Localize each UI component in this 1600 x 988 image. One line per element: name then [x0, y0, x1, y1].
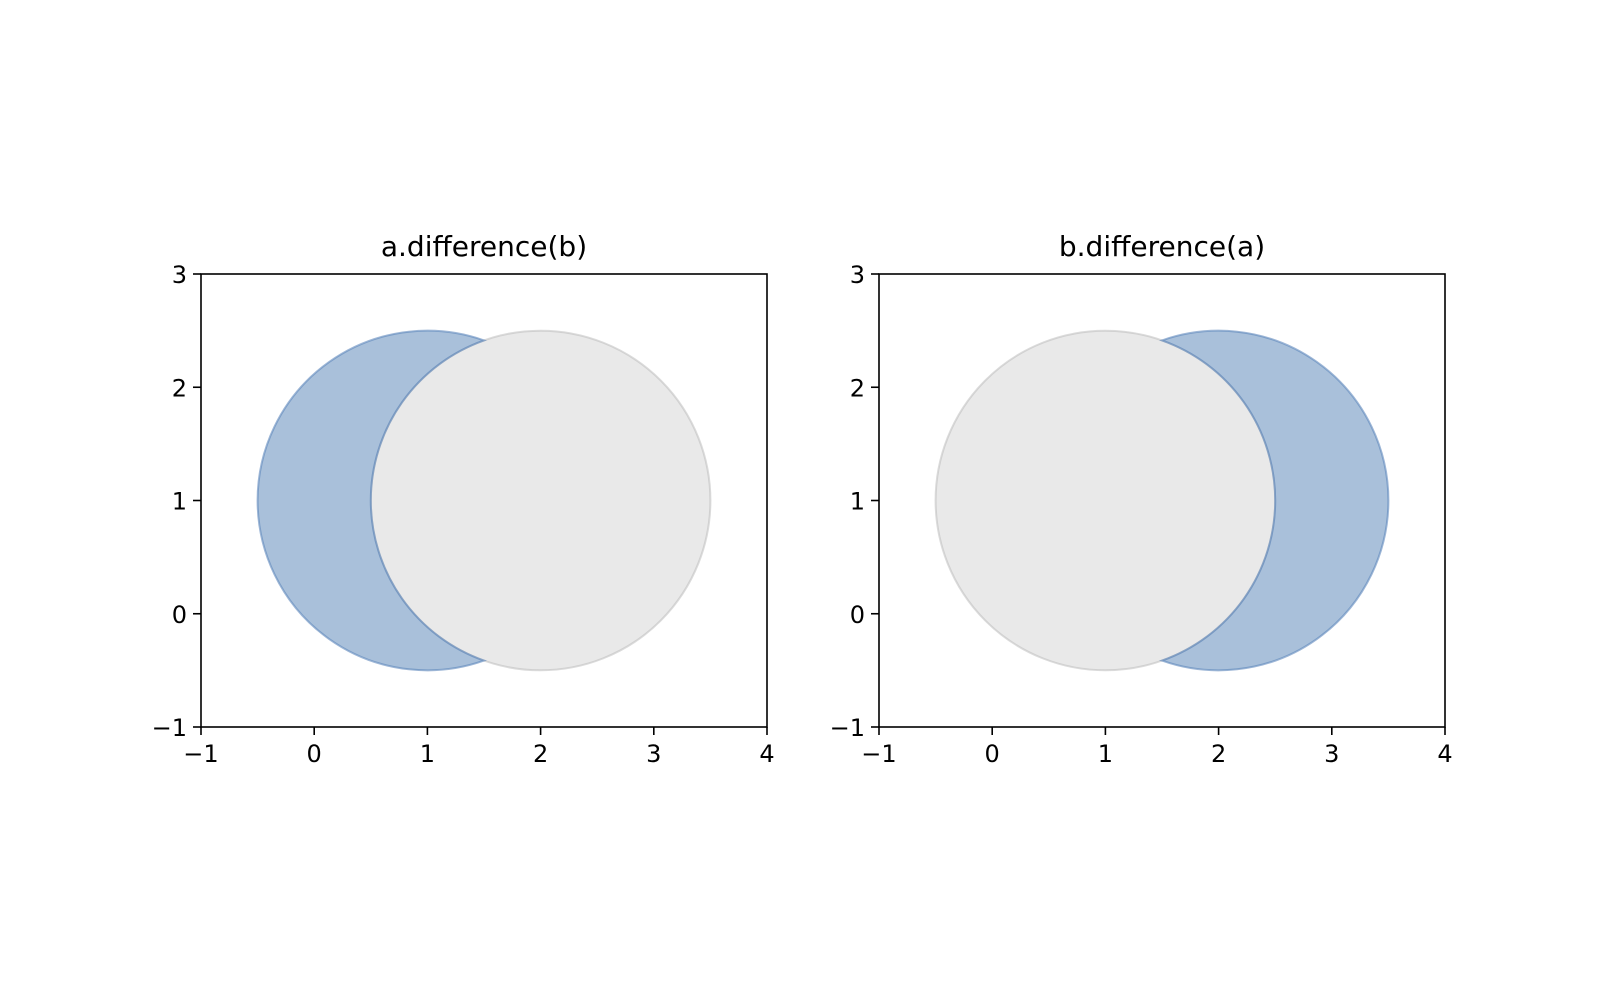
x-tick-label: 4: [759, 740, 774, 768]
chart-title: b.difference(a): [1059, 230, 1265, 263]
x-tick-label: 0: [307, 740, 322, 768]
x-tick-label: 2: [1211, 740, 1226, 768]
y-tick-label: 0: [850, 601, 865, 629]
axes-panel-1: −1 0 1 2 3 4 −1 0 1 2 3 a.difference(b): [152, 230, 775, 768]
x-tick-label: 1: [420, 740, 435, 768]
difference-region: [256, 329, 488, 672]
x-tick-label: −1: [861, 740, 896, 768]
y-tick-label: 1: [850, 488, 865, 516]
x-tick-label: 0: [985, 740, 1000, 768]
plot-area: [934, 329, 1390, 672]
x-tick-label: 3: [1324, 740, 1339, 768]
reference-circle: [369, 329, 712, 672]
difference-region: [1158, 329, 1390, 672]
x-tick-label: 2: [533, 740, 548, 768]
chart-title: a.difference(b): [381, 230, 587, 263]
x-tick-label: 1: [1098, 740, 1113, 768]
y-tick-label: −1: [830, 714, 865, 742]
axes-panel-2: −1 0 1 2 3 4 −1 0 1 2 3 b.difference(a): [830, 230, 1453, 768]
reference-circle: [934, 329, 1277, 672]
y-tick-label: 3: [172, 261, 187, 289]
x-tick-label: 4: [1437, 740, 1452, 768]
x-tick-label: 3: [646, 740, 661, 768]
y-tick-label: 2: [172, 374, 187, 402]
y-tick-label: −1: [152, 714, 187, 742]
y-tick-label: 0: [172, 601, 187, 629]
plot-area: [256, 329, 712, 672]
y-tick-label: 3: [850, 261, 865, 289]
y-tick-label: 1: [172, 488, 187, 516]
y-tick-label: 2: [850, 374, 865, 402]
x-tick-label: −1: [183, 740, 218, 768]
